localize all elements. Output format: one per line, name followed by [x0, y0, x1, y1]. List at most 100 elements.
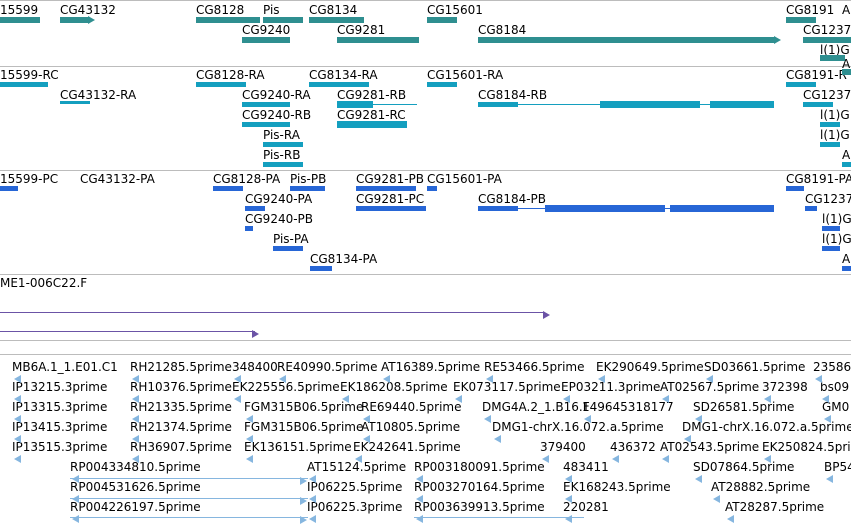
est-label[interactable]: IP13215.3prime [12, 380, 108, 394]
transcript-label[interactable]: CG9281-RC [337, 108, 406, 122]
transcript-feature[interactable] [0, 82, 48, 87]
transcript-label[interactable]: Pis-RB [263, 148, 301, 162]
est-label[interactable]: RP004531626.5prime [70, 480, 201, 494]
protein-label[interactable]: CG9240-PA [245, 192, 313, 206]
est-label[interactable]: 372398 [762, 380, 808, 394]
protein-label[interactable]: CG9240-PB [245, 212, 314, 226]
est-label[interactable]: GM0 [822, 400, 850, 414]
est-label[interactable]: 220281 [563, 500, 609, 514]
protein-label[interactable]: CG8184-PB [478, 192, 547, 206]
est-label[interactable]: SD07864.5prime [693, 460, 795, 474]
transcript-label[interactable]: 15599-RC [0, 68, 59, 82]
protein-feature[interactable] [545, 205, 665, 212]
protein-feature[interactable] [310, 266, 332, 271]
est-label[interactable]: RE53466.5prime [484, 360, 585, 374]
gene-feature[interactable] [60, 17, 90, 23]
protein-label[interactable]: CG1237 [805, 192, 851, 206]
gene-label[interactable]: CG9240 [242, 23, 291, 37]
gene-feature[interactable] [427, 17, 457, 23]
est-label[interactable]: IP06225.5prime [307, 480, 403, 494]
est-label[interactable]: EK073117.5prime [453, 380, 561, 394]
gene-label[interactable]: CG8191 [786, 3, 835, 17]
gene-label[interactable]: CG9281 [337, 23, 386, 37]
transcript-feature[interactable] [242, 102, 290, 107]
est-label[interactable]: bs09 [820, 380, 850, 394]
est-label[interactable]: DMG1-chrX.16.072.a.5prime [492, 420, 664, 434]
alignment-feature[interactable] [0, 312, 545, 313]
est-label[interactable]: RP003180091.5prime [414, 460, 545, 474]
transcript-label[interactable]: l(1)G [820, 108, 850, 122]
est-feature[interactable] [414, 517, 584, 518]
transcript-feature[interactable] [60, 101, 90, 104]
est-label[interactable]: AT02567.5prime [660, 380, 760, 394]
protein-label[interactable]: Pis-PA [273, 232, 309, 246]
est-label[interactable]: AT28287.5prime [725, 500, 825, 514]
est-label[interactable]: FGM315B06.5prime [244, 400, 364, 414]
est-label[interactable]: IP13415.3prime [12, 420, 108, 434]
est-label[interactable]: AT10805.5prime [361, 420, 461, 434]
transcript-feature[interactable] [820, 142, 840, 147]
est-label[interactable]: EK225556.5prime [232, 380, 340, 394]
transcript-label[interactable]: CG8128-RA [196, 68, 265, 82]
gene-feature[interactable] [337, 37, 419, 43]
gene-label[interactable]: Pis [263, 3, 280, 17]
protein-label[interactable]: CG9281-PC [356, 192, 425, 206]
est-label[interactable]: EK168243.5prime [563, 480, 671, 494]
protein-label[interactable]: CG15601-PA [427, 172, 502, 186]
transcript-feature[interactable] [263, 142, 303, 147]
est-label[interactable]: EK250824.5prime [762, 440, 851, 454]
est-label[interactable]: EK136151.5prime [244, 440, 352, 454]
alignment-label[interactable]: ME1-006C22.F [0, 276, 88, 290]
gene-label[interactable]: CG43132 [60, 3, 116, 17]
protein-feature[interactable] [273, 246, 303, 251]
est-label[interactable]: RP003639913.5prime [414, 500, 545, 514]
est-label[interactable]: 348400 [232, 360, 278, 374]
est-label[interactable]: BP54 [824, 460, 851, 474]
transcript-feature[interactable] [337, 121, 407, 128]
est-label[interactable]: 23586 [813, 360, 851, 374]
est-feature[interactable] [70, 498, 308, 499]
protein-label[interactable]: CG8134-PA [310, 252, 378, 266]
transcript-feature[interactable] [786, 82, 816, 87]
est-label[interactable]: EK242641.5prime [353, 440, 461, 454]
est-label[interactable]: RP004334810.5prime [70, 460, 201, 474]
transcript-label[interactable]: CG15601-RA [427, 68, 504, 82]
transcript-label[interactable]: Pis-RA [263, 128, 300, 142]
est-label[interactable]: DMG4A.2_1.B16.F [482, 400, 590, 414]
est-label[interactable]: EK290649.5prime [596, 360, 704, 374]
alignment-feature[interactable] [0, 331, 255, 332]
est-label[interactable]: RH21374.5prime [130, 420, 232, 434]
transcript-label[interactable]: A [842, 148, 851, 162]
protein-feature[interactable] [822, 226, 840, 231]
gene-feature[interactable] [196, 17, 260, 23]
transcript-label[interactable]: CG9281-RB [337, 88, 407, 102]
est-label[interactable]: AT16389.5prime [381, 360, 481, 374]
transcript-label[interactable]: CG8184-RB [478, 88, 548, 102]
est-label[interactable]: MB6A.1_1.E01.C1 [12, 360, 118, 374]
protein-feature[interactable] [786, 186, 804, 191]
gene-feature[interactable] [309, 17, 364, 23]
transcript-feature[interactable] [337, 101, 373, 108]
est-label[interactable]: 436372 [610, 440, 656, 454]
est-label[interactable]: IP13515.3prime [12, 440, 108, 454]
gene-feature[interactable] [786, 17, 816, 23]
est-label[interactable]: EK186208.5prime [340, 380, 448, 394]
protein-feature[interactable] [356, 206, 426, 211]
est-label[interactable]: RH21285.5prime [130, 360, 232, 374]
est-label[interactable]: 483411 [563, 460, 609, 474]
protein-label[interactable]: CG43132-PA [80, 172, 155, 186]
est-label[interactable]: RH10376.5prime [130, 380, 232, 394]
protein-feature[interactable] [356, 186, 416, 191]
transcript-label[interactable]: CG1237 [803, 88, 851, 102]
protein-label[interactable]: 15599-PC [0, 172, 59, 186]
est-feature[interactable] [70, 517, 308, 518]
protein-feature[interactable] [478, 206, 518, 211]
transcript-feature[interactable] [263, 162, 303, 167]
transcript-label[interactable]: CG43132-RA [60, 88, 137, 102]
gene-feature[interactable] [242, 37, 290, 43]
est-label[interactable]: FGM315B06.5prime [244, 420, 364, 434]
est-label[interactable]: RE40990.5prime [277, 360, 378, 374]
protein-feature[interactable] [290, 186, 325, 191]
est-label[interactable]: AT15124.5prime [307, 460, 407, 474]
protein-label[interactable]: l(1)G [822, 232, 851, 246]
